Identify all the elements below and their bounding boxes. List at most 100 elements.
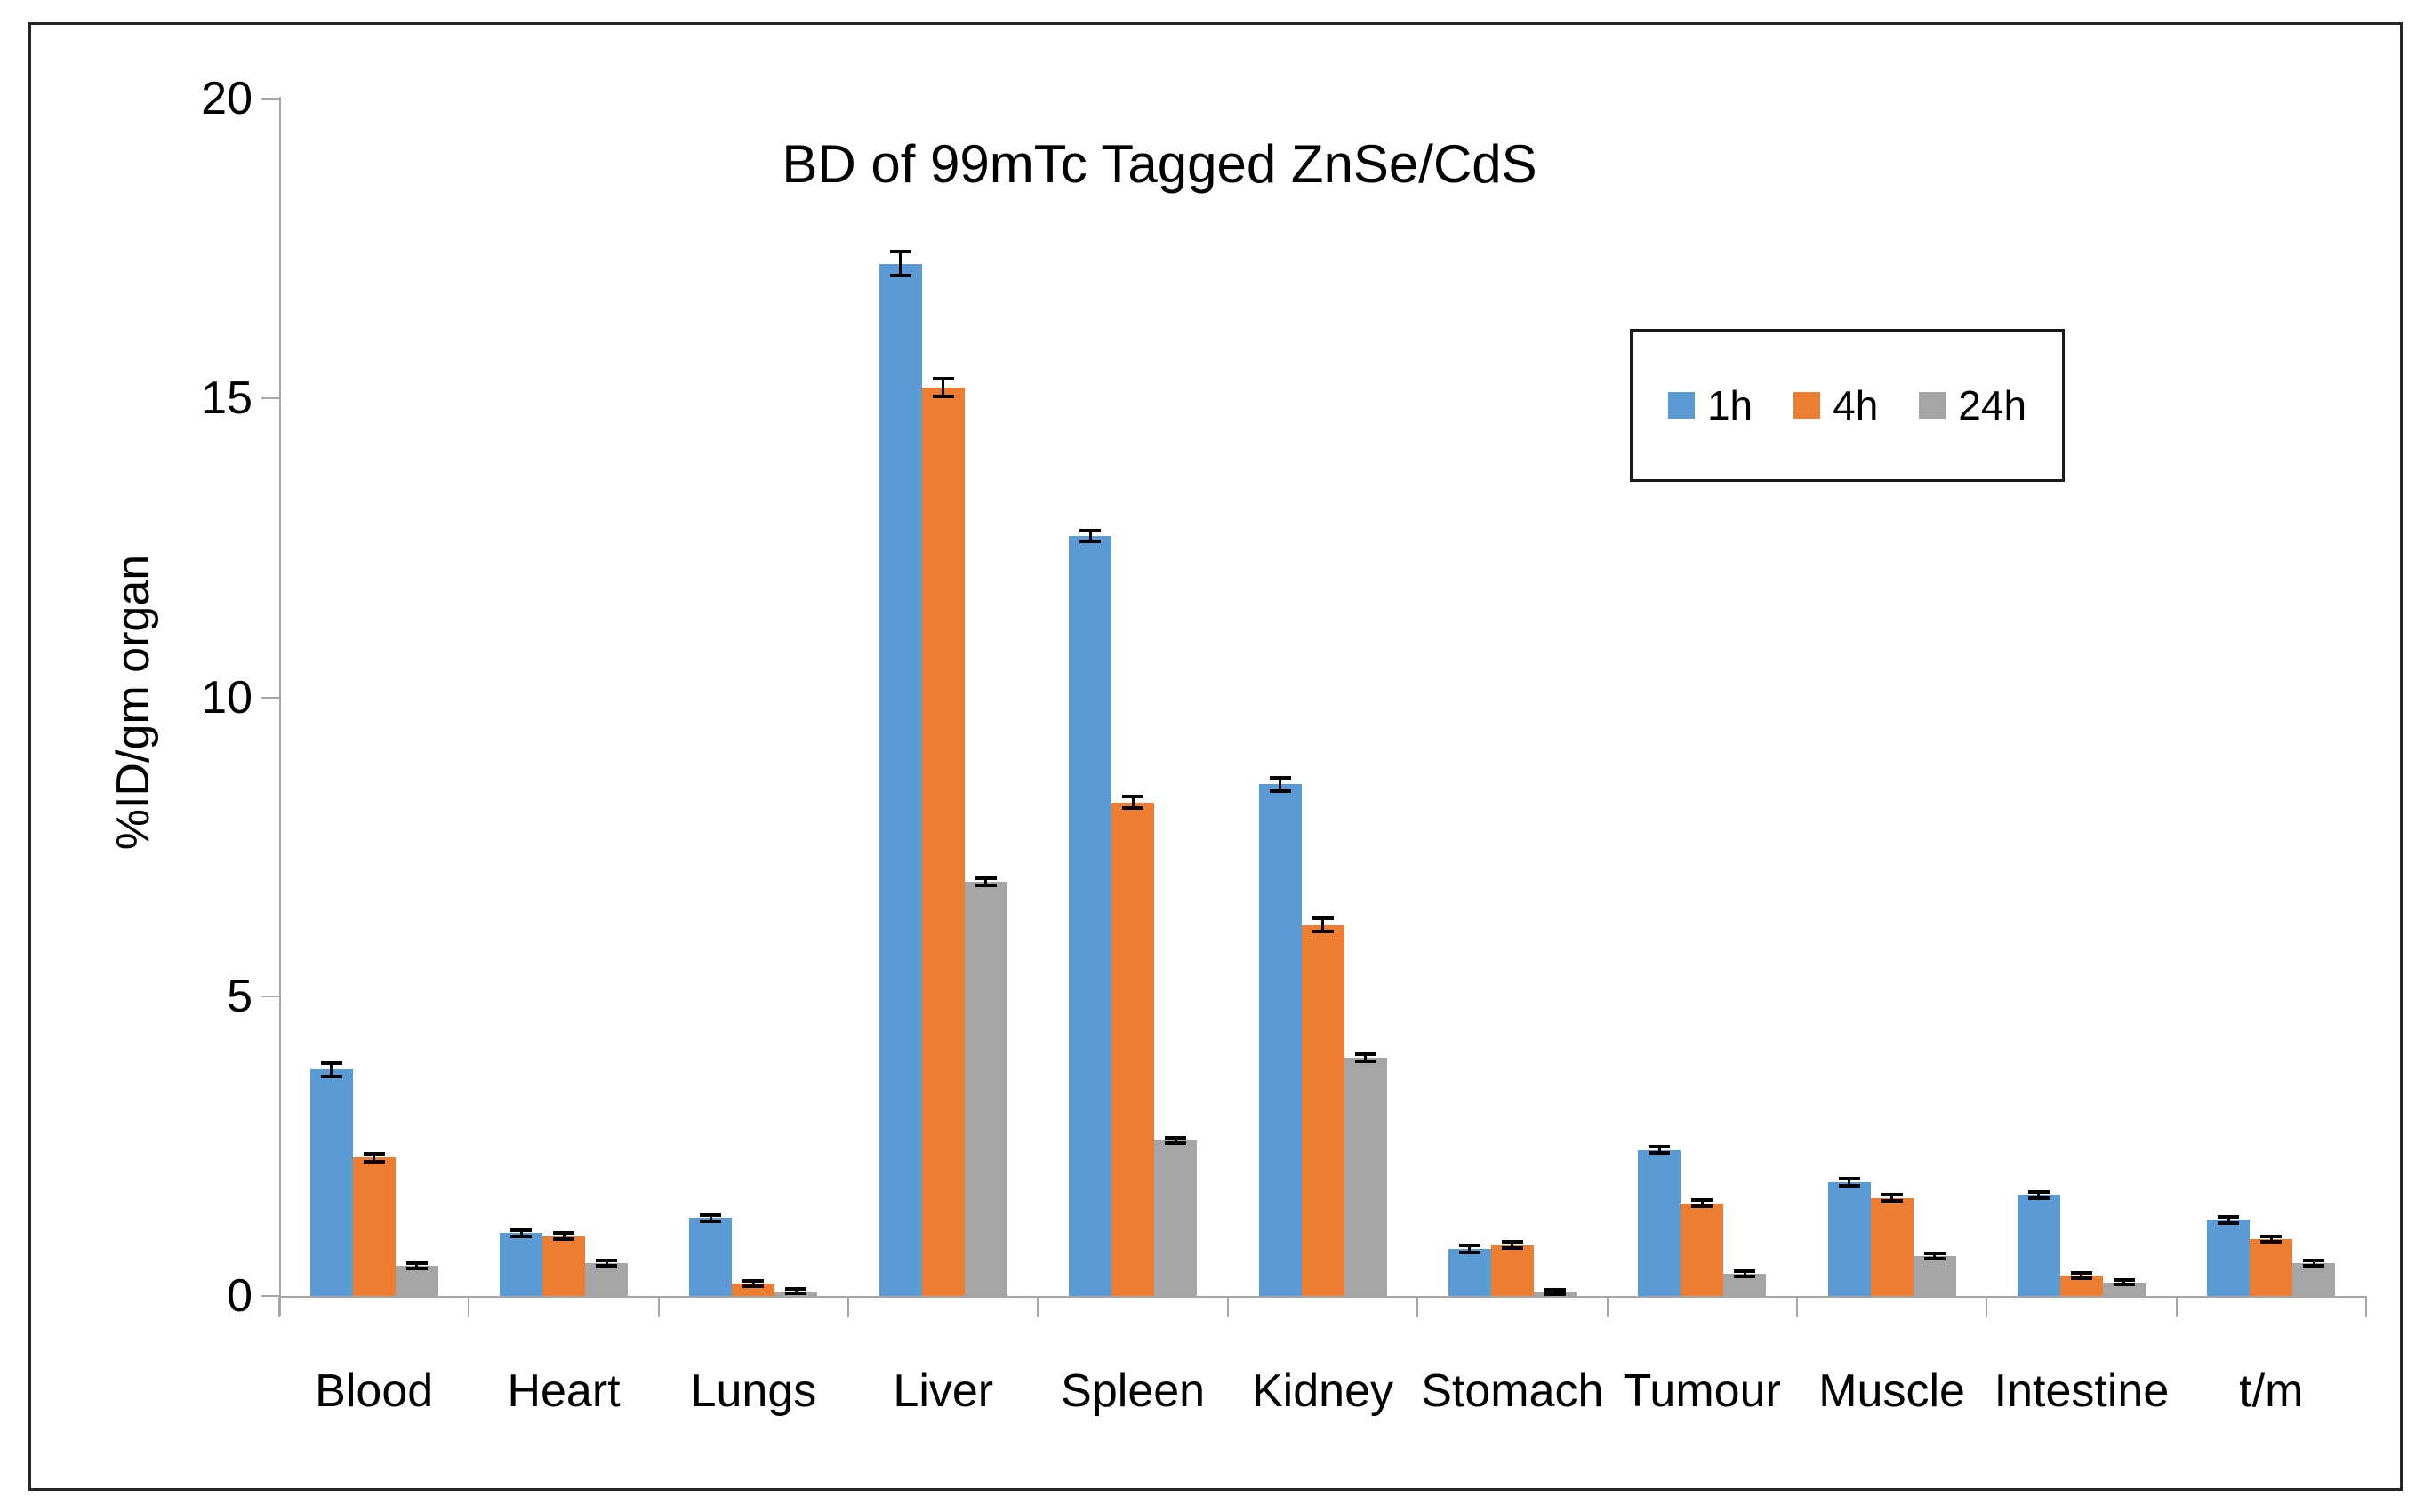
x-tick-mark: [1416, 1296, 1419, 1317]
bar-muscle-24h: [1913, 1255, 1956, 1296]
bar-tumour-4h-error-cap-bottom: [1691, 1204, 1713, 1209]
legend-entry-24h: 24h: [1919, 385, 2026, 426]
bar-tumour-1h-error-cap-bottom: [1649, 1151, 1671, 1156]
bar-blood-1h-error-line: [330, 1064, 333, 1076]
bar-t-m-4h: [2250, 1239, 2293, 1296]
bar-blood-1h-error-cap-bottom: [320, 1074, 342, 1078]
bar-stomach-4h-error-cap-bottom: [1501, 1246, 1523, 1251]
bar-heart-24h-error-line: [605, 1260, 608, 1265]
bar-liver-4h-error-cap-top: [932, 377, 954, 381]
bar-heart-4h-error-cap-top: [553, 1230, 575, 1235]
bar-kidney-24h-error-line: [1364, 1055, 1367, 1060]
bar-kidney-24h-error-cap-top: [1354, 1052, 1376, 1057]
y-tick-label: 10: [201, 671, 253, 724]
bar-intestine-24h-error-cap-bottom: [2113, 1283, 2135, 1286]
y-tick-label: 20: [201, 73, 253, 125]
bar-intestine-1h-error-cap-top: [2027, 1189, 2050, 1194]
bar-spleen-1h-error-cap-top: [1079, 528, 1102, 532]
bar-heart-4h-error-cap-bottom: [553, 1237, 575, 1242]
bar-kidney-1h: [1258, 784, 1302, 1296]
bar-kidney-1h-error-cap-top: [1269, 775, 1291, 780]
bar-t-m-1h-error-line: [2226, 1217, 2230, 1223]
bar-blood-24h-error-line: [415, 1264, 419, 1268]
bar-liver-24h-error-cap-bottom: [975, 883, 997, 887]
y-tick-label: 0: [227, 1270, 253, 1322]
bar-liver-1h-error-line: [899, 252, 903, 275]
bar-blood-1h-error-cap-top: [320, 1061, 342, 1066]
bar-blood-4h-error-line: [373, 1155, 376, 1161]
bar-blood-1h: [309, 1069, 353, 1296]
legend-entry-4h: 4h: [1793, 385, 1878, 426]
bar-kidney-1h-error-line: [1279, 778, 1281, 791]
bar-liver-24h: [964, 882, 1007, 1296]
bar-spleen-24h-error-line: [1174, 1138, 1177, 1142]
bar-muscle-4h: [1870, 1197, 1914, 1296]
bar-kidney-1h-error-cap-bottom: [1269, 789, 1291, 794]
x-category-label-blood: Blood: [315, 1365, 434, 1417]
bar-heart-24h-error-cap-bottom: [596, 1263, 618, 1268]
x-tick-mark: [1606, 1296, 1609, 1317]
bar-t-m-4h-error-cap-bottom: [2260, 1240, 2283, 1244]
chart-outer-border: [28, 22, 2403, 1491]
bar-t-m-4h-error-line: [2269, 1237, 2273, 1242]
x-tick-mark: [1226, 1296, 1229, 1317]
bar-muscle-24h-error-cap-bottom: [1923, 1256, 1946, 1260]
bar-muscle-4h-error-cap-bottom: [1881, 1199, 1903, 1204]
x-tick-mark: [657, 1296, 660, 1317]
bar-muscle-1h: [1827, 1182, 1871, 1296]
y-axis-line: [279, 97, 281, 1316]
y-tick-mark: [261, 996, 279, 998]
x-tick-mark: [2365, 1296, 2367, 1317]
bar-kidney-24h: [1344, 1058, 1387, 1296]
bar-stomach-4h-error-cap-top: [1501, 1240, 1523, 1244]
bar-kidney-4h-error-cap-bottom: [1312, 930, 1334, 934]
bar-muscle-24h-error-line: [1933, 1253, 1937, 1258]
bar-lungs-24h-error-cap-top: [785, 1287, 807, 1292]
bar-heart-1h-error-line: [519, 1230, 523, 1236]
bar-heart-1h-error-cap-bottom: [510, 1234, 533, 1238]
bar-tumour-4h-error-line: [1700, 1200, 1704, 1206]
x-category-label-lungs: Lungs: [690, 1365, 817, 1417]
bar-muscle-4h-error-cap-top: [1881, 1192, 1903, 1196]
bar-kidney-4h-error-cap-top: [1312, 916, 1334, 920]
x-axis-line: [279, 1296, 2366, 1298]
bar-tumour-1h-error-cap-top: [1649, 1145, 1671, 1149]
bar-tumour-4h-error-cap-top: [1691, 1197, 1713, 1202]
bar-heart-24h-error-cap-top: [596, 1258, 618, 1262]
bar-tumour-24h-error-cap-top: [1734, 1269, 1756, 1274]
bar-liver-1h-error-cap-bottom: [889, 273, 911, 277]
bar-spleen-1h-error-line: [1088, 531, 1092, 541]
x-category-label-heart: Heart: [507, 1365, 621, 1417]
bar-tumour-24h-error-cap-bottom: [1734, 1275, 1756, 1279]
bar-kidney-4h-error-line: [1321, 918, 1324, 932]
bar-tumour-1h: [1638, 1149, 1681, 1296]
x-tick-mark: [1037, 1296, 1039, 1317]
legend: 1h 4h 24h: [1630, 329, 2065, 482]
x-category-label-spleen: Spleen: [1061, 1365, 1206, 1417]
bar-stomach-1h: [1448, 1248, 1491, 1296]
bar-lungs-1h-error-line: [709, 1215, 712, 1221]
bar-kidney-24h-error-cap-bottom: [1354, 1059, 1376, 1063]
x-category-label-intestine: Intestine: [1994, 1365, 2170, 1417]
y-tick-mark: [261, 397, 279, 400]
bar-lungs-1h-error-cap-top: [700, 1212, 722, 1217]
bar-blood-4h: [352, 1157, 396, 1296]
bar-t-m-24h-error-cap-top: [2303, 1258, 2325, 1262]
bar-muscle-24h-error-cap-top: [1923, 1251, 1946, 1255]
legend-label-4h: 4h: [1833, 382, 1879, 428]
bar-intestine-4h: [2059, 1276, 2103, 1296]
bar-blood-4h-error-cap-top: [363, 1152, 385, 1156]
legend-label-24h: 24h: [1958, 382, 2027, 428]
bar-spleen-24h-error-cap-top: [1165, 1135, 1187, 1140]
bar-liver-4h: [921, 387, 965, 1296]
legend-swatch-1h: [1667, 392, 1695, 419]
legend-swatch-4h: [1793, 392, 1821, 419]
bar-lungs-4h-error-cap-top: [742, 1278, 765, 1283]
x-category-label-t-m: t/m: [2239, 1365, 2304, 1417]
y-tick-mark: [261, 696, 279, 699]
legend-label-1h: 1h: [1706, 382, 1753, 428]
y-tick-label: 5: [227, 971, 253, 1023]
x-tick-mark: [1986, 1296, 1988, 1317]
bar-spleen-4h-error-line: [1131, 797, 1135, 807]
